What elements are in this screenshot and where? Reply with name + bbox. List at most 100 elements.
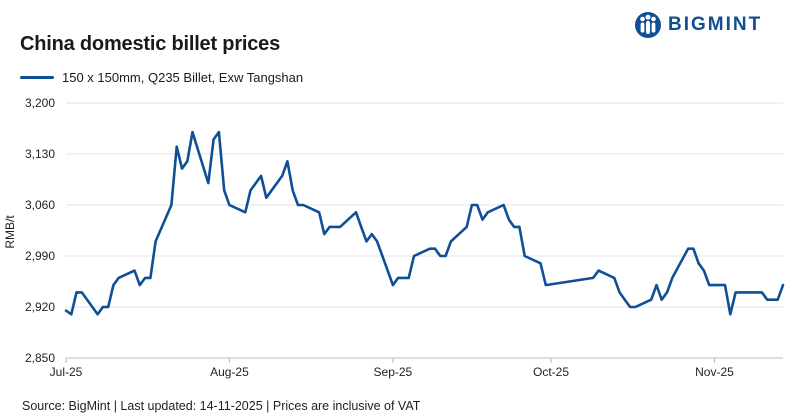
data-point — [244, 211, 247, 214]
data-point — [508, 218, 511, 221]
data-point — [339, 226, 342, 229]
data-point — [439, 255, 442, 258]
data-point — [734, 291, 737, 294]
data-point — [523, 255, 526, 258]
data-point — [281, 175, 284, 178]
y-tick-label: 2,990 — [25, 249, 55, 263]
data-point — [539, 262, 542, 265]
data-point — [291, 189, 294, 192]
data-point — [708, 284, 711, 287]
data-point — [117, 277, 120, 280]
data-point — [513, 226, 516, 229]
data-point — [376, 240, 379, 243]
data-point — [323, 233, 326, 236]
x-axis-ticks: Jul-25 Aug-25 Sep-25 Oct-25 Nov-25 — [50, 358, 734, 379]
data-point — [465, 226, 468, 229]
data-point — [212, 138, 215, 141]
data-point — [761, 291, 764, 294]
y-tick-label: 3,060 — [25, 198, 55, 212]
data-point — [139, 284, 142, 287]
data-point — [96, 313, 99, 316]
data-point — [154, 240, 157, 243]
data-point — [360, 226, 363, 229]
data-point — [486, 211, 489, 214]
data-point — [660, 298, 663, 301]
data-point — [402, 277, 405, 280]
data-point — [265, 196, 268, 199]
data-point — [223, 189, 226, 192]
data-point — [729, 313, 732, 316]
data-point — [624, 298, 627, 301]
data-point — [413, 255, 416, 258]
data-point — [597, 269, 600, 272]
y-axis-label: RMB/t — [3, 215, 17, 249]
y-tick-label: 3,200 — [25, 96, 55, 110]
data-point — [175, 145, 178, 148]
x-tick-label: Nov-25 — [695, 365, 734, 379]
legend-swatch — [20, 76, 54, 79]
data-point — [444, 255, 447, 258]
y-tick-label: 2,920 — [25, 300, 55, 314]
data-point — [655, 284, 658, 287]
data-point — [191, 131, 194, 134]
data-point — [776, 298, 779, 301]
data-point — [629, 306, 632, 309]
y-axis-ticks: 2,850 2,920 2,990 3,060 3,130 3,200 — [25, 96, 55, 365]
data-point — [186, 160, 189, 163]
data-point — [365, 240, 368, 243]
data-point — [634, 306, 637, 309]
data-point — [149, 277, 152, 280]
data-point — [297, 204, 300, 207]
data-point — [518, 226, 521, 229]
x-tick-label: Jul-25 — [50, 365, 83, 379]
data-point — [133, 269, 136, 272]
data-point — [476, 204, 479, 207]
data-point — [170, 204, 173, 207]
data-point — [740, 291, 743, 294]
data-point — [70, 313, 73, 316]
y-tick-label: 2,850 — [25, 351, 55, 365]
data-point — [650, 298, 653, 301]
data-point — [407, 277, 410, 280]
legend-label: 150 x 150mm, Q235 Billet, Exw Tangshan — [62, 70, 304, 85]
gridlines — [66, 102, 783, 359]
data-point — [392, 284, 395, 287]
data-point — [228, 204, 231, 207]
data-point — [112, 284, 115, 287]
source-note: Source: BigMint | Last updated: 14-11-20… — [22, 399, 421, 413]
data-point — [207, 182, 210, 185]
data-point — [107, 306, 110, 309]
data-point — [618, 291, 621, 294]
data-point — [260, 175, 263, 178]
data-point — [592, 277, 595, 280]
data-point — [318, 211, 321, 214]
data-point — [745, 291, 748, 294]
data-point — [302, 204, 305, 207]
chart-title: China domestic billet prices — [20, 33, 281, 55]
data-point — [355, 211, 358, 214]
data-point — [692, 247, 695, 250]
data-point — [328, 226, 331, 229]
data-point — [481, 218, 484, 221]
data-point — [471, 204, 474, 207]
data-point — [397, 277, 400, 280]
brand-name: BIGMINT — [668, 14, 763, 35]
data-point — [771, 298, 774, 301]
data-point — [218, 131, 221, 134]
data-point — [766, 298, 769, 301]
data-point — [697, 262, 700, 265]
brand-logo: BIGMINT — [634, 10, 762, 40]
data-point — [334, 226, 337, 229]
data-point — [544, 284, 547, 287]
data-point — [249, 189, 252, 192]
data-point — [434, 247, 437, 250]
data-point — [703, 269, 706, 272]
data-point — [428, 247, 431, 250]
y-tick-label: 3,130 — [25, 147, 55, 161]
series-layer — [64, 130, 785, 316]
data-point — [724, 284, 727, 287]
data-point — [370, 233, 373, 236]
data-point — [144, 277, 147, 280]
bigmint-logo-icon — [635, 12, 661, 38]
x-tick-label: Oct-25 — [533, 365, 569, 379]
